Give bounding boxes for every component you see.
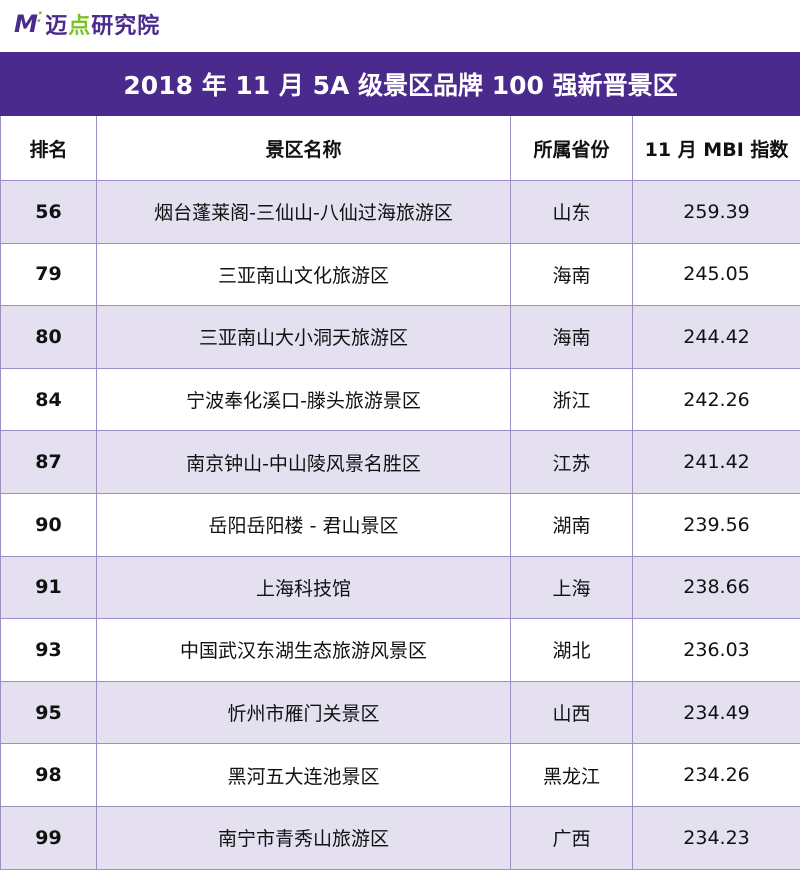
province-cell: 海南 [511, 243, 633, 306]
mbi-cell: 234.26 [633, 744, 800, 807]
name-cell: 烟台蓬莱阁-三仙山-八仙过海旅游区 [97, 181, 511, 244]
province-cell: 黑龙江 [511, 744, 633, 807]
rank-cell: 98 [1, 744, 97, 807]
mbi-cell: 236.03 [633, 619, 800, 682]
header-row: 排名 景区名称 所属省份 11 月 MBI 指数 [1, 116, 800, 181]
name-cell: 宁波奉化溪口-滕头旅游景区 [97, 368, 511, 431]
mbi-cell: 238.66 [633, 556, 800, 619]
rank-cell: 90 [1, 493, 97, 556]
logo: M⁚ 迈点研究院 [14, 8, 160, 40]
logo-text: 迈点研究院 [45, 8, 160, 40]
name-cell: 南京钟山-中山陵风景名胜区 [97, 431, 511, 494]
rank-cell: 95 [1, 681, 97, 744]
name-cell: 上海科技馆 [97, 556, 511, 619]
province-cell: 山西 [511, 681, 633, 744]
header-name: 景区名称 [97, 116, 511, 181]
ranking-table: 2018 年 11 月 5A 级景区品牌 100 强新晋景区 排名 景区名称 所… [0, 52, 800, 870]
name-cell: 黑河五大连池景区 [97, 744, 511, 807]
rank-cell: 93 [1, 619, 97, 682]
mbi-cell: 242.26 [633, 368, 800, 431]
mbi-cell: 245.05 [633, 243, 800, 306]
logo-bar: M⁚ 迈点研究院 [0, 0, 800, 52]
rank-cell: 79 [1, 243, 97, 306]
rank-cell: 99 [1, 806, 97, 869]
mbi-cell: 234.23 [633, 806, 800, 869]
province-cell: 上海 [511, 556, 633, 619]
header-rank: 排名 [1, 116, 97, 181]
rank-cell: 56 [1, 181, 97, 244]
province-cell: 广西 [511, 806, 633, 869]
mbi-cell: 244.42 [633, 306, 800, 369]
province-cell: 山东 [511, 181, 633, 244]
name-cell: 南宁市青秀山旅游区 [97, 806, 511, 869]
name-cell: 忻州市雁门关景区 [97, 681, 511, 744]
header-mbi: 11 月 MBI 指数 [633, 116, 800, 181]
province-cell: 海南 [511, 306, 633, 369]
rank-cell: 84 [1, 368, 97, 431]
name-cell: 三亚南山文化旅游区 [97, 243, 511, 306]
header-province: 所属省份 [511, 116, 633, 181]
province-cell: 浙江 [511, 368, 633, 431]
name-cell: 岳阳岳阳楼 - 君山景区 [97, 493, 511, 556]
rank-cell: 91 [1, 556, 97, 619]
mbi-cell: 239.56 [633, 493, 800, 556]
mbi-cell: 241.42 [633, 431, 800, 494]
name-cell: 三亚南山大小洞天旅游区 [97, 306, 511, 369]
province-cell: 湖南 [511, 493, 633, 556]
rank-cell: 80 [1, 306, 97, 369]
rank-cell: 87 [1, 431, 97, 494]
logo-mark-icon: M⁚ [14, 10, 41, 38]
mbi-cell: 259.39 [633, 181, 800, 244]
province-cell: 湖北 [511, 619, 633, 682]
table-title: 2018 年 11 月 5A 级景区品牌 100 强新晋景区 [1, 53, 800, 116]
province-cell: 江苏 [511, 431, 633, 494]
name-cell: 中国武汉东湖生态旅游风景区 [97, 619, 511, 682]
mbi-cell: 234.49 [633, 681, 800, 744]
